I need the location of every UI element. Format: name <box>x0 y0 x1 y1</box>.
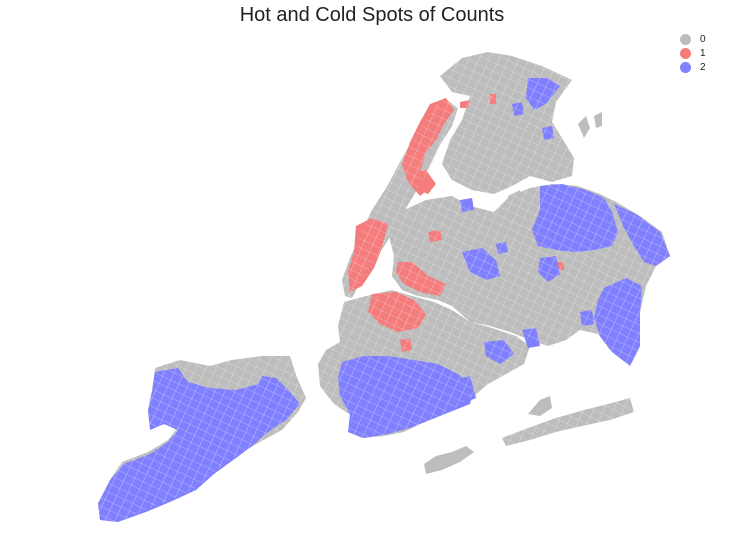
legend-label-2: 2 <box>700 61 706 73</box>
small-island <box>424 446 474 474</box>
small-island <box>528 396 552 416</box>
legend-item-0: 0 <box>680 32 706 46</box>
map-title: Hot and Cold Spots of Counts <box>239 4 505 26</box>
small-island <box>578 116 590 138</box>
legend-swatch-0 <box>680 33 691 45</box>
legend-item-1: 1 <box>680 46 706 60</box>
small-island <box>594 112 602 128</box>
tract-boundaries <box>98 52 670 522</box>
legend-label-0: 0 <box>700 33 706 45</box>
legend-swatch-1 <box>680 47 691 59</box>
legend-label-1: 1 <box>700 47 706 59</box>
map-legend: 0 1 2 <box>680 32 706 74</box>
legend-item-2: 2 <box>680 60 706 74</box>
legend-swatch-2 <box>680 61 691 73</box>
